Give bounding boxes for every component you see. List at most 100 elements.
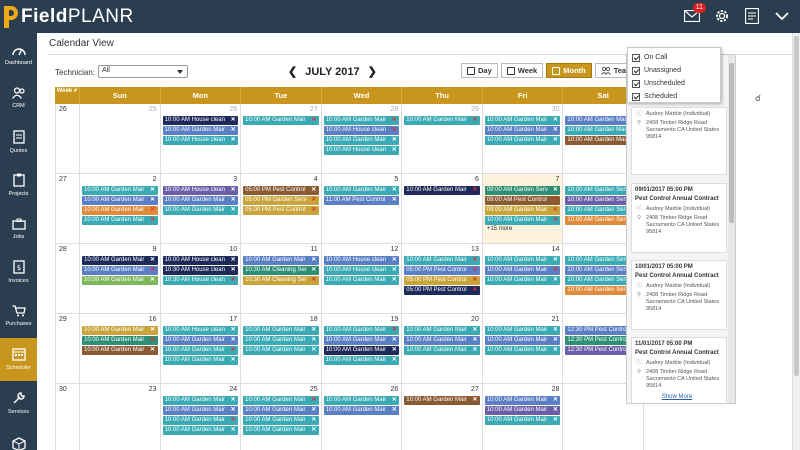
remove-event-icon[interactable]: ✕: [230, 197, 236, 203]
calendar-day-cell[interactable]: 28 10:00 AM Garden Mair ✕ 10:00 AM House cl…: [321, 104, 403, 173]
calendar-event[interactable]: 10:00 AM Garden Mair ✕: [243, 416, 319, 425]
remove-event-icon[interactable]: ✕: [472, 117, 478, 123]
calendar-event[interactable]: 09:00 AM Garden Mair ✕: [484, 206, 561, 215]
calendar-event[interactable]: 10:00 AM Garden Mair ✕: [484, 326, 561, 335]
calendar-event[interactable]: 10:00 AM Garden Mair ✕: [82, 206, 158, 215]
remove-event-icon[interactable]: ✕: [552, 407, 558, 413]
remove-event-icon[interactable]: ✕: [552, 137, 558, 143]
checkbox-checked-icon[interactable]: [632, 79, 640, 88]
sidebar-item-scheduler[interactable]: Scheduler: [0, 337, 37, 381]
remove-event-icon[interactable]: ✕: [150, 267, 156, 273]
calendar-day-cell[interactable]: 27 10:00 AM Garden Mair ✕: [402, 384, 483, 450]
calendar-event[interactable]: 10:00 AM Garden Mair ✕: [243, 346, 319, 355]
appointment-card[interactable]: 09/01/2017 05:00 PM Pest Control Annual C…: [631, 183, 727, 253]
notes-button[interactable]: [742, 6, 762, 26]
remove-event-icon[interactable]: ✕: [230, 357, 236, 363]
calendar-event[interactable]: 05:00 PM Pest Control ✕: [404, 286, 480, 295]
remove-event-icon[interactable]: ✕: [552, 337, 558, 343]
more-events-link[interactable]: +15 more: [486, 226, 513, 232]
remove-event-icon[interactable]: ✕: [150, 257, 156, 263]
calendar-day-cell[interactable]: 24 10:00 AM Garden Mair ✕ 10:00 AM Garden M…: [161, 384, 242, 450]
calendar-day-cell[interactable]: 20 10:00 AM Garden Mair ✕ 10:00 AM Garden M…: [402, 314, 483, 383]
remove-event-icon[interactable]: ✕: [230, 187, 236, 193]
appointment-card[interactable]: 11/01/2017 05:00 PM Pest Control Annual C…: [631, 337, 727, 403]
remove-event-icon[interactable]: ✕: [230, 207, 236, 213]
remove-event-icon[interactable]: ✕: [311, 277, 317, 283]
remove-event-icon[interactable]: ✕: [311, 397, 317, 403]
calendar-event[interactable]: 10:00 AM Garden Mair ✕: [323, 326, 400, 335]
calendar-event[interactable]: 10:00 AM Garden Mair ✕: [323, 396, 400, 405]
remove-event-icon[interactable]: ✕: [472, 327, 478, 333]
calendar-event[interactable]: 10:00 AM Garden Mair ✕: [484, 266, 561, 275]
calendar-day-cell[interactable]: 17 10:00 AM House clean ✕ 10:00 AM Garden M…: [161, 314, 242, 383]
remove-event-icon[interactable]: ✕: [391, 347, 397, 353]
calendar-event[interactable]: 10:00 AM Garden Mair ✕: [243, 336, 319, 345]
remove-event-icon[interactable]: ✕: [311, 207, 317, 213]
month-view-button[interactable]: Month: [546, 63, 592, 78]
remove-event-icon[interactable]: ✕: [391, 397, 397, 403]
remove-event-icon[interactable]: ✕: [552, 397, 558, 403]
remove-event-icon[interactable]: ✕: [311, 187, 317, 193]
remove-event-icon[interactable]: ✕: [552, 267, 558, 273]
calendar-event[interactable]: 10:00 AM Garden Mair ✕: [82, 256, 158, 265]
calendar-event[interactable]: 10:00 AM House clean ✕: [162, 116, 239, 125]
remove-event-icon[interactable]: ✕: [150, 207, 156, 213]
calendar-event[interactable]: 10:00 AM Garden Mair ✕: [243, 396, 319, 405]
remove-event-icon[interactable]: ✕: [552, 217, 558, 223]
calendar-event[interactable]: 10:00 AM House clean ✕: [323, 146, 400, 155]
remove-event-icon[interactable]: ✕: [150, 197, 156, 203]
calendar-event[interactable]: 10:00 AM Garden Mair ✕: [82, 186, 158, 195]
calendar-event[interactable]: 05:00 PM Pest Control ✕: [243, 206, 319, 215]
remove-event-icon[interactable]: ✕: [552, 277, 558, 283]
user-menu-button[interactable]: [772, 6, 792, 26]
remove-event-icon[interactable]: ✕: [472, 347, 478, 353]
calendar-event[interactable]: 10:00 AM Garden Mair ✕: [323, 346, 400, 355]
calendar-event[interactable]: 10:00 AM Garden Mair ✕: [82, 266, 158, 275]
calendar-event[interactable]: 10:00 AM Garden Mair ✕: [323, 116, 400, 125]
day-view-button[interactable]: Day: [461, 63, 498, 78]
remove-event-icon[interactable]: ✕: [472, 337, 478, 343]
remove-event-icon[interactable]: ✕: [552, 347, 558, 353]
checkbox-checked-icon[interactable]: [632, 66, 640, 75]
sidebar-item-quotes[interactable]: Quotes: [0, 120, 37, 164]
remove-event-icon[interactable]: ✕: [311, 257, 317, 263]
calendar-event[interactable]: 09:00 AM Pest Control ✕: [484, 196, 561, 205]
remove-event-icon[interactable]: ✕: [391, 127, 397, 133]
remove-event-icon[interactable]: ✕: [552, 417, 558, 423]
calendar-event[interactable]: 10:00 AM Garden Mair ✕: [82, 276, 158, 285]
calendar-event[interactable]: 10:00 AM Garden Mair ✕: [484, 116, 561, 125]
calendar-event[interactable]: 10:30 AM Cleaning Ser ✕: [243, 276, 319, 285]
calendar-event[interactable]: 10:00 AM Garden Mair ✕: [484, 256, 561, 265]
calendar-day-cell[interactable]: 18 10:00 AM Garden Mair ✕ 10:00 AM Garden M…: [241, 314, 322, 383]
remove-event-icon[interactable]: ✕: [311, 337, 317, 343]
calendar-day-cell[interactable]: 25 10:00 AM Garden Mair ✕ 10:00 AM Garden M…: [241, 384, 322, 450]
remove-event-icon[interactable]: ✕: [391, 187, 397, 193]
calendar-day-cell[interactable]: 19 10:00 AM Garden Mair ✕ 10:00 AM Garden M…: [322, 314, 403, 383]
sidebar-item-services[interactable]: Services: [0, 381, 37, 425]
remove-event-icon[interactable]: ✕: [391, 337, 397, 343]
calendar-event[interactable]: 10:00 AM House clean ✕: [323, 126, 400, 135]
calendar-day-cell[interactable]: 26 10:00 AM Garden Mair ✕ 10:00 AM Garden M…: [322, 384, 403, 450]
appointment-card[interactable]: 10/01/2017 05:00 PM Pest Control Annual C…: [631, 260, 727, 330]
remove-event-icon[interactable]: ✕: [311, 197, 317, 203]
calendar-event[interactable]: 10:00 AM Garden Mair ✕: [243, 406, 319, 415]
panel-scrollbar[interactable]: [728, 55, 735, 403]
calendar-event[interactable]: 10:00 AM House clean ✕: [323, 256, 400, 265]
remove-event-icon[interactable]: ✕: [391, 327, 397, 333]
technician-select[interactable]: All: [98, 65, 188, 78]
calendar-event[interactable]: 10:30 AM Cleaning Ser ✕: [243, 266, 319, 275]
calendar-day-cell[interactable]: 6 10:00 AM Garden Mair ✕: [402, 174, 483, 243]
remove-event-icon[interactable]: ✕: [391, 357, 397, 363]
calendar-day-cell[interactable]: 28 10:00 AM Garden Mair ✕ 10:00 AM Garden M…: [483, 384, 564, 450]
calendar-event[interactable]: 10:00 AM Garden Mair ✕: [323, 356, 400, 365]
calendar-day-cell[interactable]: 10 10:00 AM House clean ✕ 10:30 AM House cl…: [161, 244, 242, 313]
calendar-event[interactable]: 10:00 AM Garden Mair ✕: [484, 346, 561, 355]
calendar-event[interactable]: 10:00 AM Garden Mair ✕: [82, 216, 158, 225]
calendar-event[interactable]: 10:00 AM Garden Mair ✕: [484, 416, 561, 425]
remove-event-icon[interactable]: ✕: [311, 347, 317, 353]
remove-event-icon[interactable]: ✕: [391, 267, 397, 273]
calendar-day-cell[interactable]: 5 10:00 AM Garden Mair ✕ 11:00 AM Pest Cont…: [322, 174, 403, 243]
remove-event-icon[interactable]: ✕: [230, 277, 236, 283]
remove-event-icon[interactable]: ✕: [311, 407, 317, 413]
remove-event-icon[interactable]: ✕: [230, 427, 236, 433]
